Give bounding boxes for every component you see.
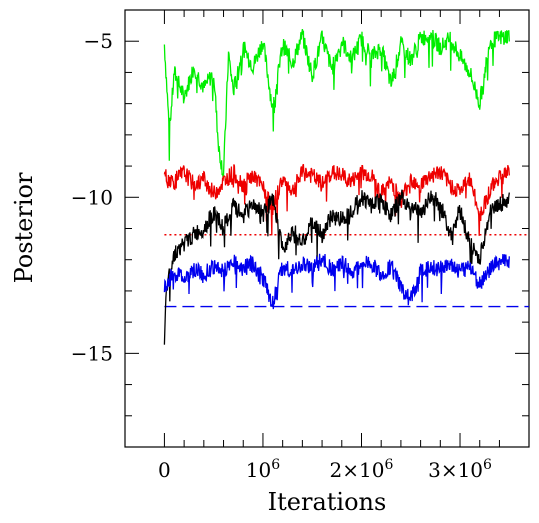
x-tick-label: 0 xyxy=(158,458,171,482)
series-layer xyxy=(163,29,529,345)
x-tick-label: 3×106 xyxy=(428,457,492,482)
y-axis-title: Posterior xyxy=(10,172,38,283)
ticks-layer: −5 −10 −15 0 106 2×106 3×106 xyxy=(71,9,529,482)
y-tick-label: −15 xyxy=(71,341,113,365)
x-tick-label: 2×106 xyxy=(330,457,394,482)
series-line-1 xyxy=(163,29,510,178)
x-axis-title: Iterations xyxy=(268,488,387,516)
series-line-4 xyxy=(163,253,510,310)
x-tick-label: 106 xyxy=(246,457,280,482)
y-tick-label: −5 xyxy=(84,29,113,53)
y-tick-label: −10 xyxy=(71,185,113,209)
series-line-2 xyxy=(163,163,510,236)
series-line-3 xyxy=(163,189,510,345)
